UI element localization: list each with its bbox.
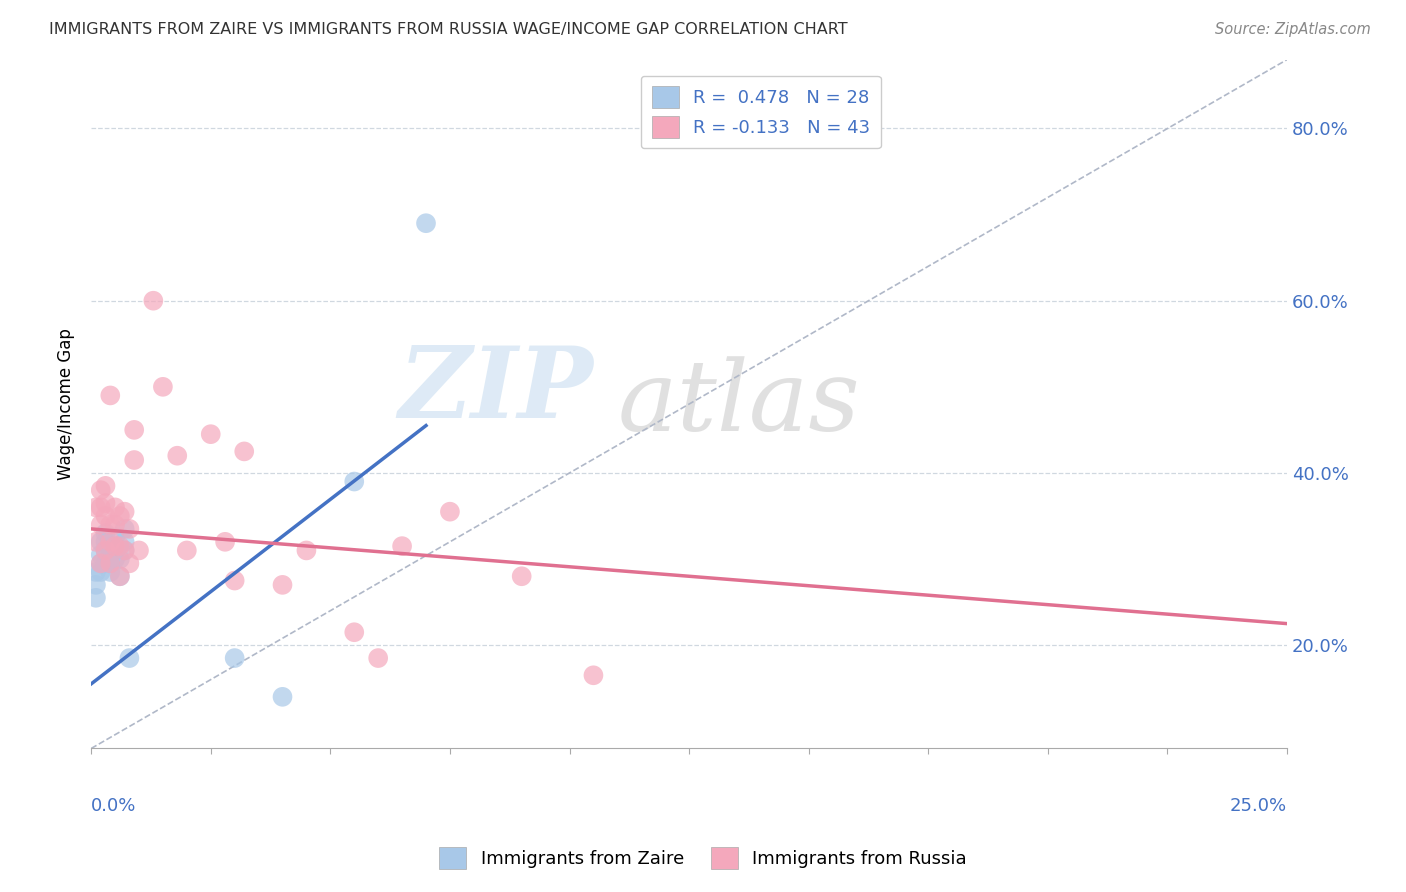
Point (104, 531, 127, 545)
Point (94, 526, 117, 541)
Point (94, 543, 117, 558)
Point (104, 500, 127, 515)
Point (122, 423, 145, 437)
Point (114, 543, 136, 558)
Point (582, 668, 605, 682)
Point (94, 534, 117, 549)
Point (108, 569, 131, 583)
Text: 0.0%: 0.0% (91, 797, 136, 814)
Text: IMMIGRANTS FROM ZAIRE VS IMMIGRANTS FROM RUSSIA WAGE/INCOME GAP CORRELATION CHAR: IMMIGRANTS FROM ZAIRE VS IMMIGRANTS FROM… (49, 22, 848, 37)
Point (94, 496, 117, 510)
Point (128, 543, 150, 558)
Point (214, 534, 236, 549)
Point (104, 539, 127, 553)
Point (152, 380, 174, 394)
Point (94, 508, 117, 523)
Point (166, 449, 188, 463)
Point (108, 539, 131, 553)
Text: ZIP: ZIP (398, 342, 593, 439)
Point (200, 427, 222, 442)
Point (295, 543, 318, 558)
Point (114, 522, 136, 536)
Point (98, 517, 121, 532)
Point (90, 534, 112, 549)
Point (415, 216, 437, 230)
Text: 25.0%: 25.0% (1230, 797, 1286, 814)
Point (108, 569, 131, 583)
Point (98, 548, 121, 562)
Point (224, 574, 246, 588)
Point (98, 557, 121, 571)
Point (142, 293, 165, 308)
Point (94, 543, 117, 558)
Point (122, 453, 145, 467)
Point (90, 483, 112, 497)
Legend: Immigrants from Zaire, Immigrants from Russia: Immigrants from Zaire, Immigrants from R… (432, 839, 974, 876)
Point (114, 534, 136, 549)
Y-axis label: Wage/Income Gap: Wage/Income Gap (58, 328, 75, 480)
Point (510, 569, 533, 583)
Point (118, 522, 141, 536)
Point (90, 565, 112, 579)
Point (391, 539, 413, 553)
Point (98, 388, 121, 402)
Point (98, 539, 121, 553)
Point (104, 539, 127, 553)
Point (94, 557, 117, 571)
Point (367, 651, 389, 665)
Point (233, 444, 256, 458)
Point (104, 552, 127, 566)
Point (84, 578, 107, 592)
Point (343, 625, 366, 640)
Point (176, 543, 198, 558)
Point (94, 479, 117, 493)
Point (90, 500, 112, 515)
Legend: R =  0.478   N = 28, R = -0.133   N = 43: R = 0.478 N = 28, R = -0.133 N = 43 (641, 76, 882, 148)
Point (84, 534, 107, 549)
Point (90, 548, 112, 562)
Point (439, 505, 461, 519)
Point (343, 475, 366, 489)
Point (90, 557, 112, 571)
Point (224, 651, 246, 665)
Text: Source: ZipAtlas.com: Source: ZipAtlas.com (1215, 22, 1371, 37)
Point (114, 543, 136, 558)
Point (104, 517, 127, 532)
Point (118, 651, 141, 665)
Point (84, 565, 107, 579)
Point (108, 552, 131, 566)
Point (114, 505, 136, 519)
Point (98, 534, 121, 549)
Point (84, 591, 107, 605)
Point (90, 517, 112, 532)
Point (271, 578, 294, 592)
Point (98, 565, 121, 579)
Point (108, 508, 131, 523)
Text: atlas: atlas (617, 357, 860, 451)
Point (90, 557, 112, 571)
Point (84, 500, 107, 515)
Point (98, 557, 121, 571)
Point (118, 557, 141, 571)
Point (271, 690, 294, 704)
